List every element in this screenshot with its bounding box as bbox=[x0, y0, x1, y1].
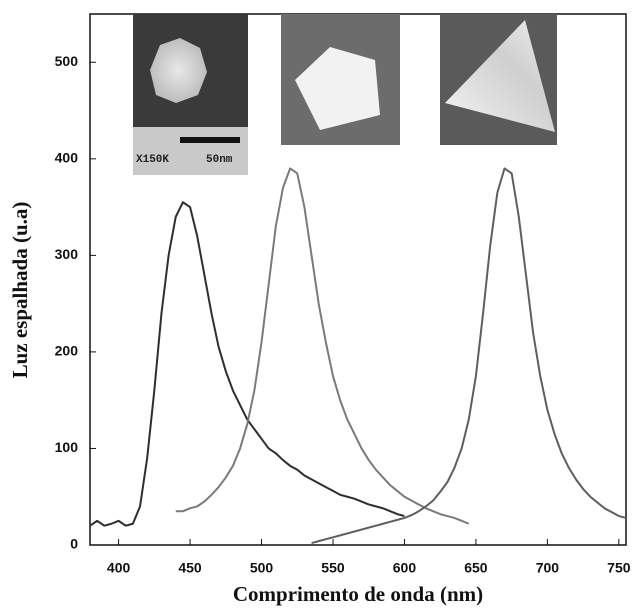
y-tick-label: 100 bbox=[55, 439, 79, 455]
x-tick-label: 600 bbox=[393, 560, 417, 576]
inset-pentagon bbox=[281, 14, 400, 145]
x-tick-label: 700 bbox=[536, 560, 560, 576]
inset-octahedron bbox=[133, 14, 248, 175]
x-tick-label: 650 bbox=[464, 560, 488, 576]
x-tick-label: 500 bbox=[250, 560, 274, 576]
x-tick-label: 450 bbox=[178, 560, 202, 576]
y-axis-title: Luz espalhada (u.a) bbox=[8, 202, 32, 379]
y-tick-label: 400 bbox=[55, 150, 79, 166]
inset-triangle bbox=[440, 14, 557, 145]
spectrum-line bbox=[175, 167, 470, 525]
spectrum-line bbox=[311, 167, 627, 545]
scale-length: 50nm bbox=[206, 154, 233, 166]
scale-magnification: X150K bbox=[136, 154, 169, 166]
x-tick-label: 750 bbox=[607, 560, 631, 576]
x-tick-label: 400 bbox=[107, 560, 131, 576]
y-tick-label: 0 bbox=[70, 536, 78, 552]
x-axis-title: Comprimento de onda (nm) bbox=[233, 582, 483, 606]
y-tick-label: 200 bbox=[55, 343, 79, 359]
spectrum-line bbox=[89, 201, 405, 527]
y-tick-label: 300 bbox=[55, 246, 79, 262]
y-tick-label: 500 bbox=[55, 53, 79, 69]
x-tick-label: 550 bbox=[321, 560, 345, 576]
